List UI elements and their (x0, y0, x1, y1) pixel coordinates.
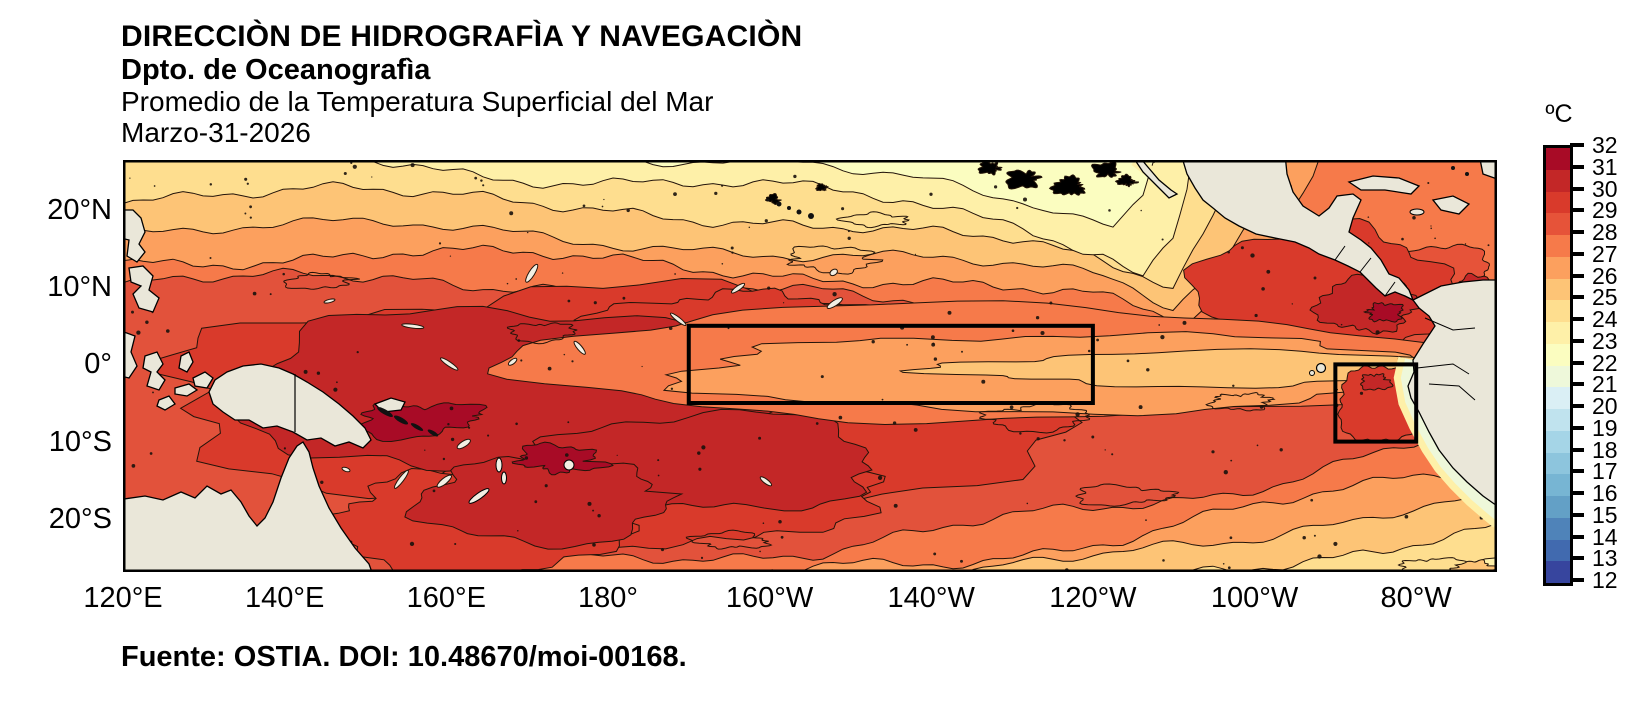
land-buru (157, 396, 175, 410)
land-galapagos (1310, 371, 1315, 376)
land-hawaii (767, 199, 770, 202)
colorbar-segment (1546, 279, 1570, 301)
land-bahamas (1451, 166, 1455, 170)
land-jamaica (1410, 209, 1424, 215)
colorbar-tick (1570, 535, 1584, 539)
colorbar-segment (1546, 453, 1570, 475)
colorbar-tick (1570, 491, 1584, 495)
chart-date: Marzo-31-2026 (121, 117, 311, 149)
colorbar-segment (1546, 518, 1570, 540)
colorbar-segment (1546, 170, 1570, 192)
colorbar-segment (1546, 213, 1570, 235)
colorbar-tick (1570, 361, 1584, 365)
colorbar-segment (1546, 496, 1570, 518)
colorbar-segment (1546, 366, 1570, 388)
colorbar-tick (1570, 165, 1584, 169)
sst-report-page: DIRECCIÒN DE HIDROGRAFÌA Y NAVEGACIÒN Dp… (0, 0, 1651, 703)
colorbar-tick (1570, 339, 1584, 343)
colorbar-segment (1546, 235, 1570, 257)
colorbar-segment (1546, 344, 1570, 366)
colorbar-segment (1546, 192, 1570, 214)
land-galapagos (1317, 364, 1326, 373)
source-citation: Fuente: OSTIA. DOI: 10.48670/moi-00168. (121, 641, 687, 674)
x-tick-label: 120°E (53, 581, 193, 615)
colorbar-tick (1570, 469, 1584, 473)
colorbar-tick (1570, 230, 1584, 234)
colorbar (1543, 145, 1573, 586)
chart-title: Promedio de la Temperatura Superficial d… (121, 86, 713, 118)
colorbar-segment (1546, 474, 1570, 496)
colorbar-segment (1546, 409, 1570, 431)
colorbar-segment (1546, 300, 1570, 322)
colorbar-tick (1570, 252, 1584, 256)
x-tick-label: 140°W (861, 581, 1001, 615)
land-hawaii (797, 210, 802, 215)
land-seram (175, 384, 197, 396)
colorbar-tick (1570, 448, 1584, 452)
x-tick-label: 120°W (1023, 581, 1163, 615)
x-tick-label: 140°E (215, 581, 355, 615)
sst-map (123, 160, 1497, 572)
land-hawaii (777, 202, 782, 207)
colorbar-segment (1546, 561, 1570, 583)
y-tick-label: 20°N (0, 193, 112, 227)
colorbar-units-label: ºC (1524, 100, 1594, 129)
y-tick-label: 10°S (0, 425, 112, 459)
y-tick-label: 10°N (0, 270, 112, 304)
x-tick-label: 100°W (1185, 581, 1325, 615)
colorbar-tick (1570, 513, 1584, 517)
colorbar-tick (1570, 187, 1584, 191)
land-bahamas (1465, 172, 1469, 176)
y-tick-label: 20°S (0, 502, 112, 536)
x-tick-label: 180° (538, 581, 678, 615)
y-tick-label: 0° (0, 347, 112, 381)
colorbar-tick (1570, 578, 1584, 582)
land-fiji (564, 460, 574, 470)
colorbar-tick (1570, 143, 1584, 147)
colorbar-segment (1546, 387, 1570, 409)
org-title: DIRECCIÒN DE HIDROGRAFÌA Y NAVEGACIÒN (121, 20, 802, 54)
colorbar-tick (1570, 274, 1584, 278)
colorbar-tick (1570, 426, 1584, 430)
colorbar-tick-label: 12 (1592, 567, 1618, 593)
colorbar-tick (1570, 556, 1584, 560)
colorbar-tick (1570, 404, 1584, 408)
x-tick-label: 80°W (1346, 581, 1486, 615)
x-tick-label: 160°E (376, 581, 516, 615)
x-tick-label: 160°W (700, 581, 840, 615)
colorbar-segment (1546, 322, 1570, 344)
land-vanuatu (496, 458, 502, 472)
colorbar-segment (1546, 148, 1570, 170)
land-vanuatu (502, 472, 507, 484)
colorbar-tick (1570, 295, 1584, 299)
colorbar-segment (1546, 431, 1570, 453)
dept-title: Dpto. de Oceanografìa (121, 54, 430, 87)
colorbar-segment (1546, 540, 1570, 562)
land-hawaii (808, 213, 814, 219)
colorbar-segment (1546, 257, 1570, 279)
colorbar-tick (1570, 317, 1584, 321)
colorbar-tick (1570, 208, 1584, 212)
colorbar-tick (1570, 382, 1584, 386)
land-hawaii (787, 206, 791, 210)
